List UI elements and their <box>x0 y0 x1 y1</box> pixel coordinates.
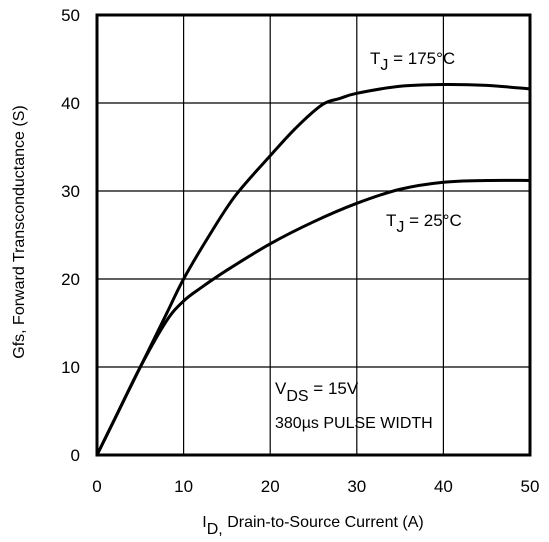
y-tick-label: 20 <box>61 270 80 289</box>
x-tick-label: 40 <box>434 477 453 496</box>
grid-lines <box>97 15 530 455</box>
x-tick-label: 10 <box>174 477 193 496</box>
pulse-width-annotation: 380µs PULSE WIDTH <box>275 415 433 432</box>
y-tick-labels: 0 10 20 30 40 50 <box>61 6 80 465</box>
x-tick-labels: 0 10 20 30 40 50 <box>92 477 539 496</box>
y-tick-label: 10 <box>61 358 80 377</box>
plot-frame <box>95 13 532 457</box>
y-axis-label: Gfs, Forward Transconductance (S) <box>11 105 28 358</box>
y-tick-label: 0 <box>71 446 80 465</box>
x-tick-label: 20 <box>261 477 280 496</box>
series-line-0 <box>95 82 532 457</box>
series-label-175c: TJ = 175°C <box>370 49 455 74</box>
x-tick-label: 30 <box>347 477 366 496</box>
x-tick-label: 50 <box>521 477 540 496</box>
y-tick-label: 50 <box>61 6 80 25</box>
y-tick-label: 40 <box>61 94 80 113</box>
series-line-1 <box>95 178 532 457</box>
x-tick-label: 0 <box>92 477 101 496</box>
x-axis-label: ID, Drain-to-Source Current (A) <box>202 514 423 538</box>
data-curves <box>95 82 532 457</box>
y-tick-label: 30 <box>61 182 80 201</box>
series-label-25c: TJ = 25°C <box>386 211 462 236</box>
vds-annotation: VDS = 15V <box>275 379 359 405</box>
